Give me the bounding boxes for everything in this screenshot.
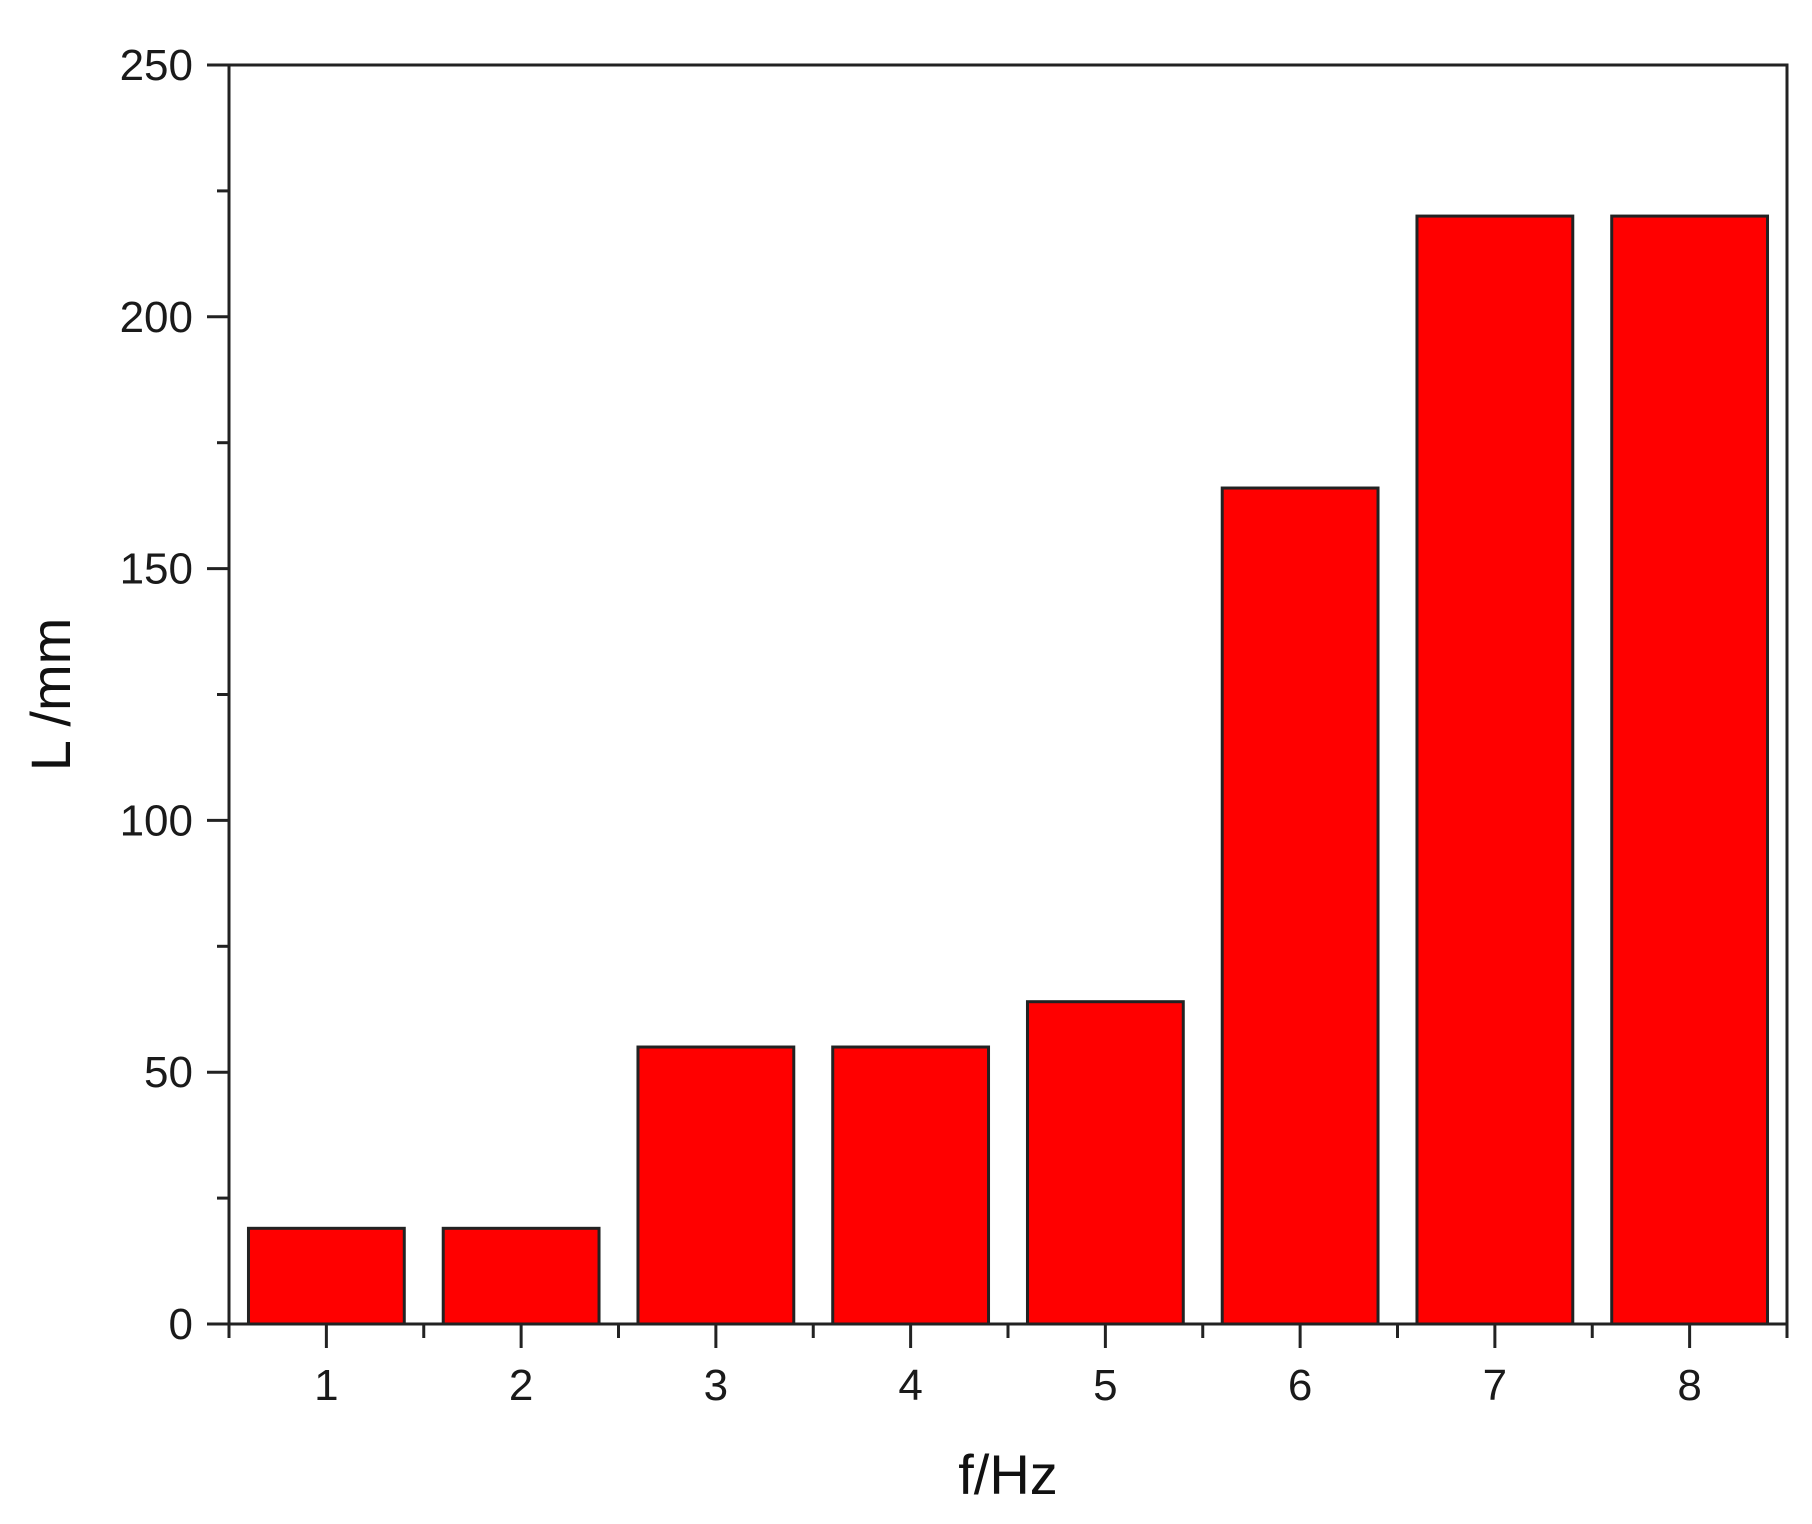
y-tick-label: 150 — [120, 545, 193, 594]
bar-5 — [1025, 1000, 1185, 1326]
bar-1 — [246, 1226, 406, 1326]
y-tick-label: 0 — [169, 1300, 193, 1349]
x-axis-title: f/Hz — [958, 1443, 1058, 1506]
y-tick-label: 100 — [120, 796, 193, 845]
x-tick-label: 6 — [1288, 1361, 1312, 1410]
bar-8 — [1610, 214, 1770, 1326]
bar-3 — [636, 1045, 796, 1326]
bar-7 — [1415, 214, 1575, 1326]
y-tick-label: 200 — [120, 293, 193, 342]
x-tick-label: 1 — [314, 1361, 338, 1410]
y-tick-label: 50 — [144, 1048, 193, 1097]
bars-group — [246, 214, 1770, 1326]
x-tick-label: 2 — [509, 1361, 533, 1410]
x-tick-label: 3 — [704, 1361, 728, 1410]
x-tick-label: 5 — [1093, 1361, 1117, 1410]
x-tick-label: 4 — [898, 1361, 922, 1410]
x-tick-label: 7 — [1483, 1361, 1507, 1410]
x-tick-label: 8 — [1677, 1361, 1701, 1410]
bar-2 — [441, 1226, 601, 1326]
ticks-group: 0 50 100 150 200 250 1 2 3 4 5 6 7 8 — [120, 41, 1789, 1410]
y-axis-title: L /mm — [19, 618, 82, 771]
y-tick-label: 250 — [120, 41, 193, 90]
bar-6 — [1220, 486, 1380, 1326]
bar-4 — [831, 1045, 991, 1326]
